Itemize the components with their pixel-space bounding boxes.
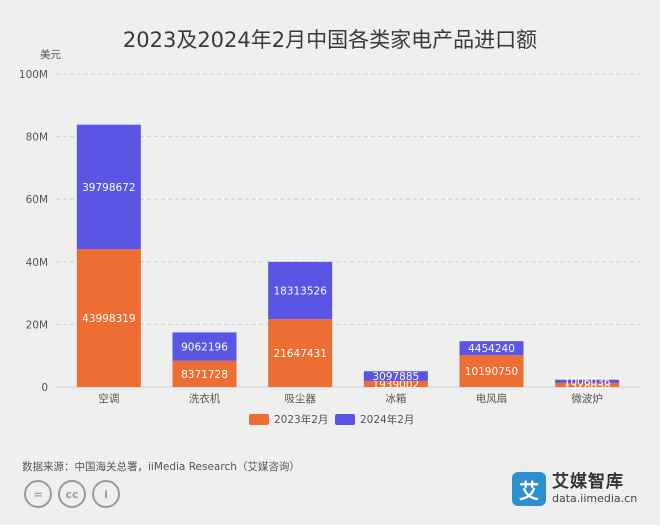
y-tick-label: 40M [26,257,48,269]
bar-segment [555,379,620,383]
y-tick-label: 0 [41,382,48,394]
bar-segment [76,124,141,250]
data-label: 10190750 [465,366,518,378]
data-label: 18313526 [273,286,327,298]
data-label: 3097885 [372,371,419,383]
data-label: 1939002 [372,379,419,391]
data-label: 21647431 [273,348,326,360]
y-tick-label: 20M [26,319,48,331]
bar-segment [459,355,524,387]
data-label: 8371728 [181,369,228,381]
cc-by-icon: i [92,480,120,508]
cc-icon: cc [58,480,86,508]
bar-segment [268,319,333,387]
bar-segment [172,332,237,361]
legend-label: 2024年2月 [360,413,414,426]
bar-segment [363,371,428,381]
data-label: 39798672 [82,182,135,194]
y-tick-label: 80M [26,132,48,144]
x-tick-label: 吸尘器 [284,393,316,405]
cc-equals-icon: = [24,480,52,508]
brand-logo-icon: 艾 [512,472,546,506]
x-tick-label: 洗衣机 [189,392,221,405]
stacked-bar-chart: 美元 0 20M 40M 60M 80M 100M 43998319 39798672 空调 837… [19,48,640,426]
brand-url: data.iimedia.cn [552,491,638,505]
data-label: 4454240 [468,343,515,355]
x-tick-label: 冰箱 [385,392,406,405]
legend-swatch [335,414,355,425]
license-icons: = cc i [24,480,120,508]
legend-label: 2023年2月 [274,413,328,426]
data-label: 1006036 [564,376,611,388]
x-tick-label: 空调 [98,392,119,405]
chart-title: 2023及2024年2月中国各类家电产品进口额 [122,28,538,52]
x-tick-label: 微波炉 [571,392,603,405]
bar-segment [459,341,524,356]
data-label: 43998319 [82,313,135,325]
data-source-text: 数据来源：中国海关总署，iiMedia Research（艾媒咨询） [22,461,300,473]
legend-swatch [249,414,269,425]
bar-segment [268,261,333,320]
y-axis-label: 美元 [40,48,61,61]
x-tick-label: 电风扇 [476,392,508,405]
bar-segment [76,249,141,387]
brand-name: 艾媒智库 [552,471,624,492]
y-tick-label: 100M [19,69,48,81]
data-label: 9062196 [181,342,228,354]
bar-segment [363,380,428,387]
bar-segment [555,382,620,387]
y-tick-label: 60M [26,194,48,206]
brand-block: 艾 艾媒智库 data.iimedia.cn [512,472,637,506]
bar-segment [172,360,237,387]
data-label: 1328038 [564,380,611,392]
